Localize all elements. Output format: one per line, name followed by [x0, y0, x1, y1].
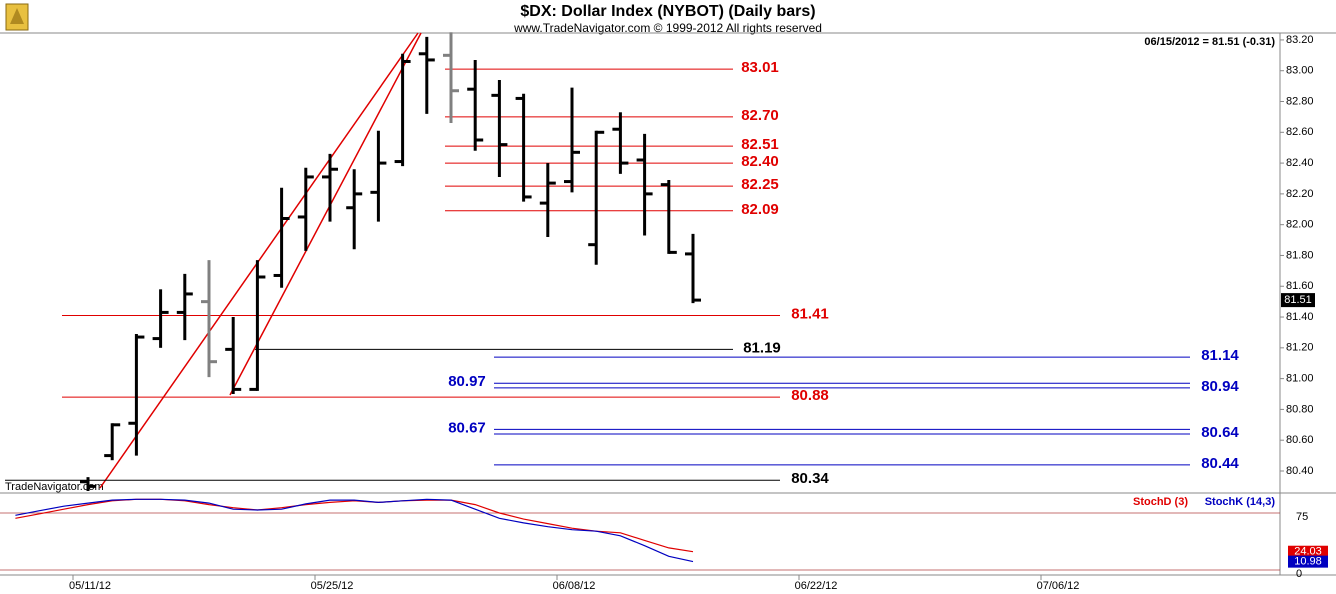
level-label: 80.64	[1201, 424, 1239, 441]
trend-line	[229, 32, 422, 396]
level-label: 82.40	[741, 153, 779, 170]
legend-label: StochK (14,3)	[1205, 496, 1276, 508]
y-tick-label: 82.20	[1286, 188, 1314, 200]
y-tick-label: 82.80	[1286, 95, 1314, 107]
chart-subtitle: www.TradeNavigator.com © 1999-2012 All r…	[513, 21, 822, 35]
level-label: 80.44	[1201, 455, 1239, 472]
value-label: 10.98	[1294, 556, 1322, 568]
price-header: 06/15/2012 = 81.51 (-0.31)	[1144, 36, 1275, 48]
y-tick-label: 82.00	[1286, 219, 1314, 231]
y-tick-label: 80.60	[1286, 434, 1314, 446]
logo-shape	[10, 8, 24, 24]
level-label: 80.97	[448, 373, 486, 390]
watermark: TradeNavigator.com	[5, 481, 104, 493]
level-label: 80.94	[1201, 378, 1239, 395]
logo	[5, 3, 29, 31]
y-tick-label: 80.40	[1286, 465, 1314, 477]
value-box	[1288, 555, 1328, 568]
y-tick-label: 0	[1296, 568, 1302, 580]
last-price-box	[1281, 293, 1315, 308]
y-tick-label: 81.60	[1286, 280, 1314, 292]
x-tick-label: 05/25/12	[311, 580, 354, 592]
level-label: 81.19	[743, 339, 781, 356]
trend-line	[99, 32, 419, 489]
level-label: 81.14	[1201, 347, 1239, 364]
y-tick-label: 83.20	[1286, 34, 1314, 46]
level-label: 82.09	[741, 201, 779, 218]
y-tick-label: 81.80	[1286, 249, 1314, 261]
stoch-line	[15, 498, 694, 563]
chart-title: $DX: Dollar Index (NYBOT) (Daily bars)	[520, 3, 815, 20]
level-label: 80.67	[448, 419, 486, 436]
value-box	[1288, 545, 1328, 558]
x-tick-label: 06/08/12	[553, 580, 596, 592]
y-tick-label: 82.60	[1286, 126, 1314, 138]
level-label: 83.01	[741, 59, 779, 76]
x-tick-label: 06/22/12	[795, 580, 838, 592]
y-tick-label: 81.20	[1286, 342, 1314, 354]
last-price-label: 81.51	[1284, 294, 1312, 306]
y-tick-label: 81.00	[1286, 373, 1314, 385]
level-label: 80.88	[791, 387, 829, 404]
x-tick-label: 05/11/12	[69, 580, 111, 592]
y-tick-label: 83.00	[1286, 65, 1314, 77]
level-label: 82.25	[741, 176, 779, 193]
value-label: 24.03	[1294, 546, 1322, 558]
x-tick-label: 07/06/12	[1037, 580, 1080, 592]
y-tick-label: 82.40	[1286, 157, 1314, 169]
legend-label: StochD (3)	[1133, 496, 1188, 508]
y-tick-label: 80.80	[1286, 403, 1314, 415]
level-label: 82.70	[741, 107, 779, 124]
y-tick-label: 81.40	[1286, 311, 1314, 323]
y-tick-label: 75	[1296, 511, 1308, 523]
level-label: 81.41	[791, 305, 829, 322]
level-label: 82.51	[741, 136, 779, 153]
level-label: 80.34	[791, 470, 829, 487]
